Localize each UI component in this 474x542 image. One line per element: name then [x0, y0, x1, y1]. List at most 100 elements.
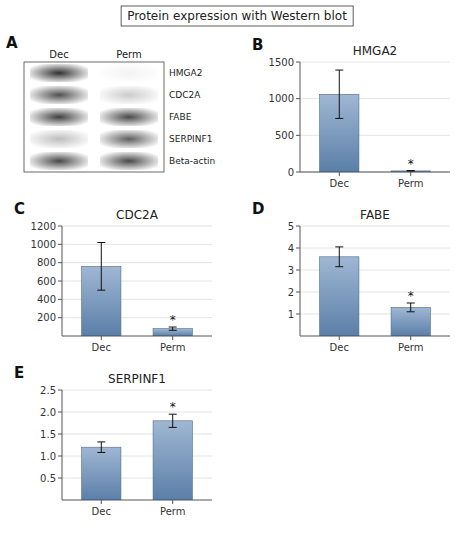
significance-marker: *	[170, 313, 176, 327]
y-tick-label: 0	[288, 167, 294, 178]
y-tick	[296, 248, 300, 249]
title: Protein expression with Western blot	[127, 9, 347, 23]
bar-panel: 050010001500DecPermHMGA2B*	[252, 36, 450, 189]
y-tick	[58, 262, 62, 263]
y-tick-label: 800	[37, 257, 56, 268]
y-tick-label: 1000	[269, 93, 294, 104]
x-axis	[62, 336, 212, 337]
error-bar	[407, 303, 415, 312]
panel-label: C	[14, 200, 25, 218]
panel-title: SERPINF1	[108, 372, 166, 386]
y-tick-label: 4	[288, 243, 294, 254]
band	[30, 108, 88, 126]
blot-panel: DecPermHMGA2CDC2AFABESERPINF1Beta-actinA	[6, 34, 215, 172]
panel-label: B	[252, 36, 263, 54]
y-tick	[296, 98, 300, 99]
error-bar	[97, 243, 105, 291]
band	[100, 108, 158, 126]
panel-title: HMGA2	[353, 44, 398, 58]
figure: Protein expression with Western blot Dec P…	[0, 0, 474, 542]
column-label: Dec	[49, 49, 68, 60]
y-tick-label: 5	[288, 221, 294, 232]
error-line	[172, 414, 173, 427]
y-tick-label: 500	[275, 130, 294, 141]
panel-label: A	[6, 34, 18, 52]
band-label: FABE	[169, 112, 192, 122]
y-axis	[300, 226, 301, 336]
x-tick-label: Perm	[160, 342, 186, 353]
error-bar	[335, 247, 343, 267]
band-label: Beta-actin	[169, 156, 215, 166]
error-bar	[335, 70, 343, 118]
y-tick-label: 1	[288, 309, 294, 320]
y-tick	[58, 456, 62, 457]
y-tick-label: 0.5	[40, 473, 56, 484]
y-tick	[296, 270, 300, 271]
x-tick-label: Dec	[92, 506, 111, 517]
y-tick	[58, 412, 62, 413]
grid-line	[300, 226, 450, 227]
band	[100, 152, 158, 170]
x-axis	[300, 172, 450, 173]
error-cap	[335, 70, 343, 71]
x-axis	[300, 336, 450, 337]
x-axis	[62, 500, 212, 501]
error-bar	[169, 327, 177, 330]
error-cap	[335, 118, 343, 119]
error-cap	[169, 427, 177, 428]
error-cap	[335, 266, 343, 267]
x-tick	[172, 336, 173, 340]
y-tick	[296, 62, 300, 63]
error-cap	[169, 330, 177, 331]
y-tick-label: 3	[288, 265, 294, 276]
band-label: CDC2A	[169, 90, 201, 100]
band	[30, 130, 88, 148]
grid-line	[300, 248, 450, 249]
panel-label: E	[14, 364, 24, 382]
y-axis	[62, 390, 63, 500]
y-tick	[58, 299, 62, 300]
band	[30, 152, 88, 170]
y-tick	[58, 281, 62, 282]
y-tick-label: 2.5	[40, 385, 56, 396]
grid-line	[62, 226, 212, 227]
bar	[391, 307, 430, 336]
x-tick-label: Perm	[160, 506, 186, 517]
error-cap	[97, 452, 105, 453]
y-axis	[62, 226, 63, 336]
y-tick	[58, 244, 62, 245]
y-tick-label: 1200	[31, 221, 56, 232]
marks	[82, 243, 193, 337]
grid-line	[300, 172, 450, 173]
blot-box	[24, 62, 164, 172]
x-tick-label: Dec	[330, 342, 349, 353]
x-tick	[410, 172, 411, 176]
bar-panel: 0.51.01.52.02.5DecPermSERPINF1E*	[14, 364, 212, 517]
y-tick-label: 2	[288, 287, 294, 298]
significance-marker: *	[408, 289, 414, 303]
y-tick	[296, 135, 300, 136]
error-line	[410, 303, 411, 312]
y-tick-label: 2.0	[40, 407, 56, 418]
x-tick	[172, 500, 173, 504]
y-tick-label: 1.5	[40, 429, 56, 440]
error-cap	[97, 290, 105, 291]
x-tick-label: Dec	[92, 342, 111, 353]
error-bar	[97, 442, 105, 453]
bar	[153, 421, 192, 500]
x-tick	[339, 336, 340, 340]
y-tick	[58, 390, 62, 391]
y-tick	[296, 314, 300, 315]
bar	[82, 447, 121, 500]
y-tick-label: 1500	[269, 57, 294, 68]
grid-line	[62, 390, 212, 391]
error-cap	[97, 441, 105, 442]
error-bar	[169, 414, 177, 427]
title-group: Protein expression with Western blot	[121, 6, 353, 26]
panel-title: FABE	[360, 208, 390, 222]
y-axis	[300, 62, 301, 172]
band	[100, 86, 158, 104]
y-tick	[58, 478, 62, 479]
panel-label: D	[252, 200, 264, 218]
y-tick-label: 200	[37, 312, 56, 323]
